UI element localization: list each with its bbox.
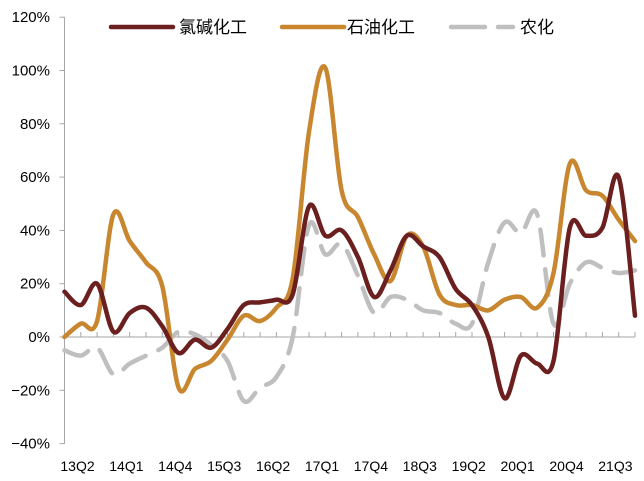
y-tick-label: 40% xyxy=(20,222,50,239)
legend: 氯碱化工 石油化工 农化 xyxy=(108,18,554,38)
y-tick-label: 0% xyxy=(28,329,50,346)
series-line-agrochemical xyxy=(62,208,638,405)
x-tick-label: 13Q2 xyxy=(60,458,94,474)
legend-label: 农化 xyxy=(520,18,554,38)
y-tick-label: 60% xyxy=(20,169,50,186)
y-tick-label: −20% xyxy=(11,382,50,399)
y-axis: −40% −20% 0% 20% 40% 60% 80% 100% 120% xyxy=(11,9,65,453)
y-tick-label: −40% xyxy=(11,436,50,453)
y-tick-label: 20% xyxy=(20,276,50,293)
y-tick-label: 80% xyxy=(20,116,50,133)
x-tick-label: 21Q3 xyxy=(598,458,632,474)
series-line-petrochemical xyxy=(62,64,638,394)
legend-item: 氯碱化工 xyxy=(108,18,247,38)
legend-item: 石油化工 xyxy=(279,18,415,38)
x-tick-label: 15Q3 xyxy=(207,458,241,474)
x-tick-label: 20Q4 xyxy=(549,458,583,474)
x-tick-label: 17Q4 xyxy=(354,458,388,474)
legend-label: 石油化工 xyxy=(347,18,415,38)
x-tick-label: 17Q1 xyxy=(305,458,339,474)
x-axis: 13Q2 14Q1 14Q4 15Q3 16Q2 17Q1 17Q4 18Q3 19Q2 20Q1… xyxy=(60,332,636,474)
y-tick-label: 120% xyxy=(12,9,50,26)
x-tick-label: 20Q1 xyxy=(500,458,534,474)
x-tick-label: 16Q2 xyxy=(256,458,290,474)
series-layer xyxy=(62,64,638,405)
legend-item: 农化 xyxy=(448,18,554,38)
x-tick-label: 19Q2 xyxy=(452,458,486,474)
x-tick-label: 18Q3 xyxy=(403,458,437,474)
x-tick-label: 14Q1 xyxy=(109,458,143,474)
y-tick-label: 100% xyxy=(12,63,50,80)
legend-label: 氯碱化工 xyxy=(179,18,247,38)
x-tick-label: 14Q4 xyxy=(158,458,192,474)
series-line-chlor-alkali xyxy=(62,172,638,401)
